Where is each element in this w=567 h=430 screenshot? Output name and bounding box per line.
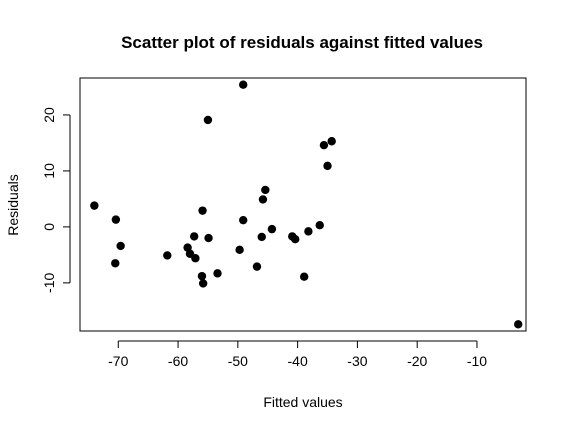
data-point [235,245,244,255]
x-tick-label: -40 [288,353,308,369]
data-point [299,272,309,281]
x-tick-label: -30 [347,353,367,369]
data-point [203,115,213,125]
data-point [323,161,332,171]
data-point [315,221,324,230]
x-tick-label: -50 [228,353,248,369]
x-tick-label: -20 [407,353,427,369]
data-point [111,259,120,268]
plot-frame [79,77,527,332]
data-point [267,224,277,234]
y-tick-label: -10 [41,273,57,293]
data-point [258,195,268,204]
x-axis-label: Fitted values [263,394,342,410]
data-point [198,206,207,215]
x-tick-label: -70 [108,353,128,369]
y-axis-label: Residuals [5,174,21,235]
data-points [90,80,523,329]
y-tick-label: 0 [41,223,57,231]
data-point [327,137,336,146]
data-point [261,185,270,195]
data-point [239,80,248,89]
y-tick-label: 10 [41,163,57,179]
x-tick-label: -60 [168,353,188,369]
data-point [514,320,523,329]
data-point [163,251,172,260]
data-point [291,235,300,244]
data-point [257,232,266,242]
data-point [111,215,121,224]
data-point [197,271,207,281]
chart-title: Scatter plot of residuals against fitted… [121,33,483,52]
x-axis: -70 -60 -50 -40 -30 -20 -10 [108,340,487,369]
y-tick-label: 20 [41,107,57,123]
data-point [304,227,313,236]
data-point [189,232,199,241]
data-point [239,215,248,225]
data-point [252,262,262,271]
data-point [198,279,208,288]
x-tick-label: -10 [467,353,487,369]
data-point [116,241,125,251]
data-point [213,269,222,278]
y-axis: -10 0 10 20 [41,107,71,293]
data-point [319,140,329,150]
data-point [204,233,213,243]
data-point [90,201,99,210]
data-point [191,254,200,263]
